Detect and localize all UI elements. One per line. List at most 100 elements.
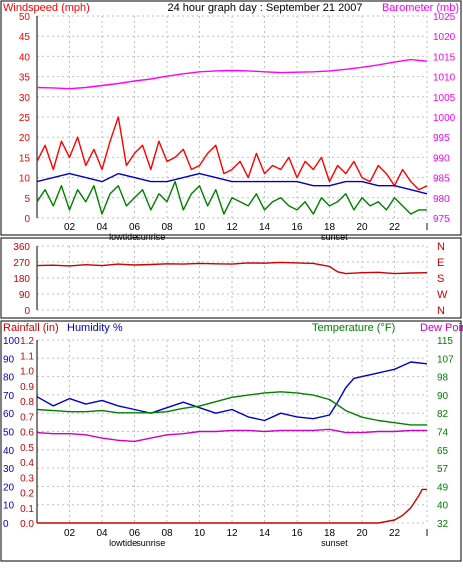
compass-label: E xyxy=(437,257,444,269)
wind-axis-title: Windspeed (mph) xyxy=(3,2,90,14)
rain-tick-label: 0.8 xyxy=(20,397,34,408)
humidity-tick-label: 100 xyxy=(3,336,20,347)
time-tick-label: 10 xyxy=(194,528,206,539)
dewpoint-axis-title: Dew Point xyxy=(420,322,463,334)
temperature-tick-label: 90 xyxy=(437,391,449,402)
event-label: lowtide xyxy=(109,232,137,242)
time-tick-label: 04 xyxy=(96,222,108,233)
series-layer xyxy=(36,58,428,524)
rain-tick-label: 0.2 xyxy=(20,489,34,500)
y-tick-label: 20 xyxy=(19,133,31,144)
humidity-tick-label: 90 xyxy=(3,354,15,365)
y-tick-label: 180 xyxy=(13,274,30,285)
series-line xyxy=(36,58,428,90)
time-tick-label: 18 xyxy=(324,222,336,233)
y-tick-label: 0 xyxy=(24,306,30,317)
time-tick-label: 12 xyxy=(226,528,238,539)
humidity-tick-label: 30 xyxy=(3,464,15,475)
humidity-tick-label: 20 xyxy=(3,482,15,493)
temperature-tick-label: 32 xyxy=(437,519,449,530)
humidity-tick-label: 0 xyxy=(3,519,9,530)
humidity-tick-label: 40 xyxy=(3,446,15,457)
rain-tick-label: 0.6 xyxy=(20,428,34,439)
y-tick-label: 15 xyxy=(19,153,31,164)
y-tick-label: 360 xyxy=(13,242,30,253)
time-tick-label: 08 xyxy=(161,528,173,539)
rain-tick-label: 0.1 xyxy=(20,504,34,515)
series-line xyxy=(36,361,428,422)
time-tick-label: 06 xyxy=(129,528,141,539)
rain-tick-label: 0.7 xyxy=(20,412,34,423)
event-label: lowtide xyxy=(109,538,137,548)
temperature-tick-label: 82 xyxy=(437,409,449,420)
y2-tick-label: 1010 xyxy=(433,73,456,84)
y-tick-label: 25 xyxy=(19,113,31,124)
y2-tick-label: 975 xyxy=(433,214,450,225)
wind-panel-frame xyxy=(0,0,462,236)
y-tick-label: 90 xyxy=(19,290,31,301)
time-tick-label: 08 xyxy=(161,222,173,233)
time-tick-label: 06 xyxy=(129,222,141,233)
y-tick-label: 270 xyxy=(13,258,30,269)
y2-tick-label: 980 xyxy=(433,194,450,205)
series-line xyxy=(36,180,427,215)
event-label: sunrise xyxy=(136,538,165,548)
y2-tick-label: 1015 xyxy=(433,52,456,63)
humidity-tick-label: 60 xyxy=(3,409,15,420)
y-tick-label: 30 xyxy=(19,93,31,104)
temperature-tick-label: 65 xyxy=(437,446,449,457)
humidity-tick-label: 70 xyxy=(3,391,15,402)
y2-tick-label: 1020 xyxy=(433,32,456,43)
rain-tick-label: 1.2 xyxy=(20,336,34,347)
rain-tick-label: 1.0 xyxy=(20,367,34,378)
temperature-axis-title: Temperature (°F) xyxy=(312,322,395,334)
time-tick-label: 14 xyxy=(259,528,271,539)
rain-tick-label: 1.1 xyxy=(20,351,34,362)
compass-label: N xyxy=(437,241,445,253)
rain-tick-label: 0.9 xyxy=(20,382,34,393)
barometer-axis-title: Barometer (mb) xyxy=(382,2,459,14)
rain-tick-label: 0.5 xyxy=(20,443,34,454)
temperature-tick-label: 74 xyxy=(437,428,449,439)
y-tick-label: 0 xyxy=(24,214,30,225)
series-line xyxy=(36,172,428,195)
time-tick-label: 12 xyxy=(226,222,238,233)
time-tick-label: 20 xyxy=(356,222,368,233)
axis-layer: 0510152025303540455097598098599099510001… xyxy=(3,12,456,530)
humidity-tick-label: 80 xyxy=(3,373,15,384)
graph-title: 24 hour graph day : September 21 2007 xyxy=(167,2,362,14)
direction-panel-frame xyxy=(0,237,462,319)
series-line xyxy=(36,116,428,191)
compass-label: N xyxy=(437,305,445,317)
y-tick-label: 40 xyxy=(19,52,31,63)
time-tick-label: 04 xyxy=(96,528,108,539)
temperature-tick-label: 98 xyxy=(437,373,449,384)
time-tick-label: 10 xyxy=(194,222,206,233)
time-tick-label: 22 xyxy=(389,222,401,233)
event-label: sunset xyxy=(321,538,348,548)
temperature-tick-label: 49 xyxy=(437,482,449,493)
event-label: sunrise xyxy=(136,232,165,242)
temperature-tick-label: 107 xyxy=(437,354,454,365)
grid-layer xyxy=(37,15,428,524)
time-tick-label: 22 xyxy=(389,528,401,539)
time-tick-label: 02 xyxy=(64,528,76,539)
time-tick-label: 18 xyxy=(324,528,336,539)
y2-tick-label: 990 xyxy=(433,153,450,164)
event-label: sunset xyxy=(321,232,348,242)
y-tick-label: 35 xyxy=(19,73,31,84)
y2-tick-label: 1000 xyxy=(433,113,456,124)
rain-tick-label: 0.4 xyxy=(20,458,34,469)
series-line xyxy=(36,261,428,275)
humidity-tick-label: 10 xyxy=(3,501,15,512)
y2-tick-label: 985 xyxy=(433,174,450,185)
time-tick-label: 16 xyxy=(291,222,303,233)
y-tick-label: 45 xyxy=(19,32,31,43)
temperature-panel-frame xyxy=(0,320,462,562)
humidity-axis-title: Humidity % xyxy=(67,322,123,334)
y-tick-label: 5 xyxy=(24,194,30,205)
rain-axis-title: Rainfall (in) xyxy=(3,322,59,334)
